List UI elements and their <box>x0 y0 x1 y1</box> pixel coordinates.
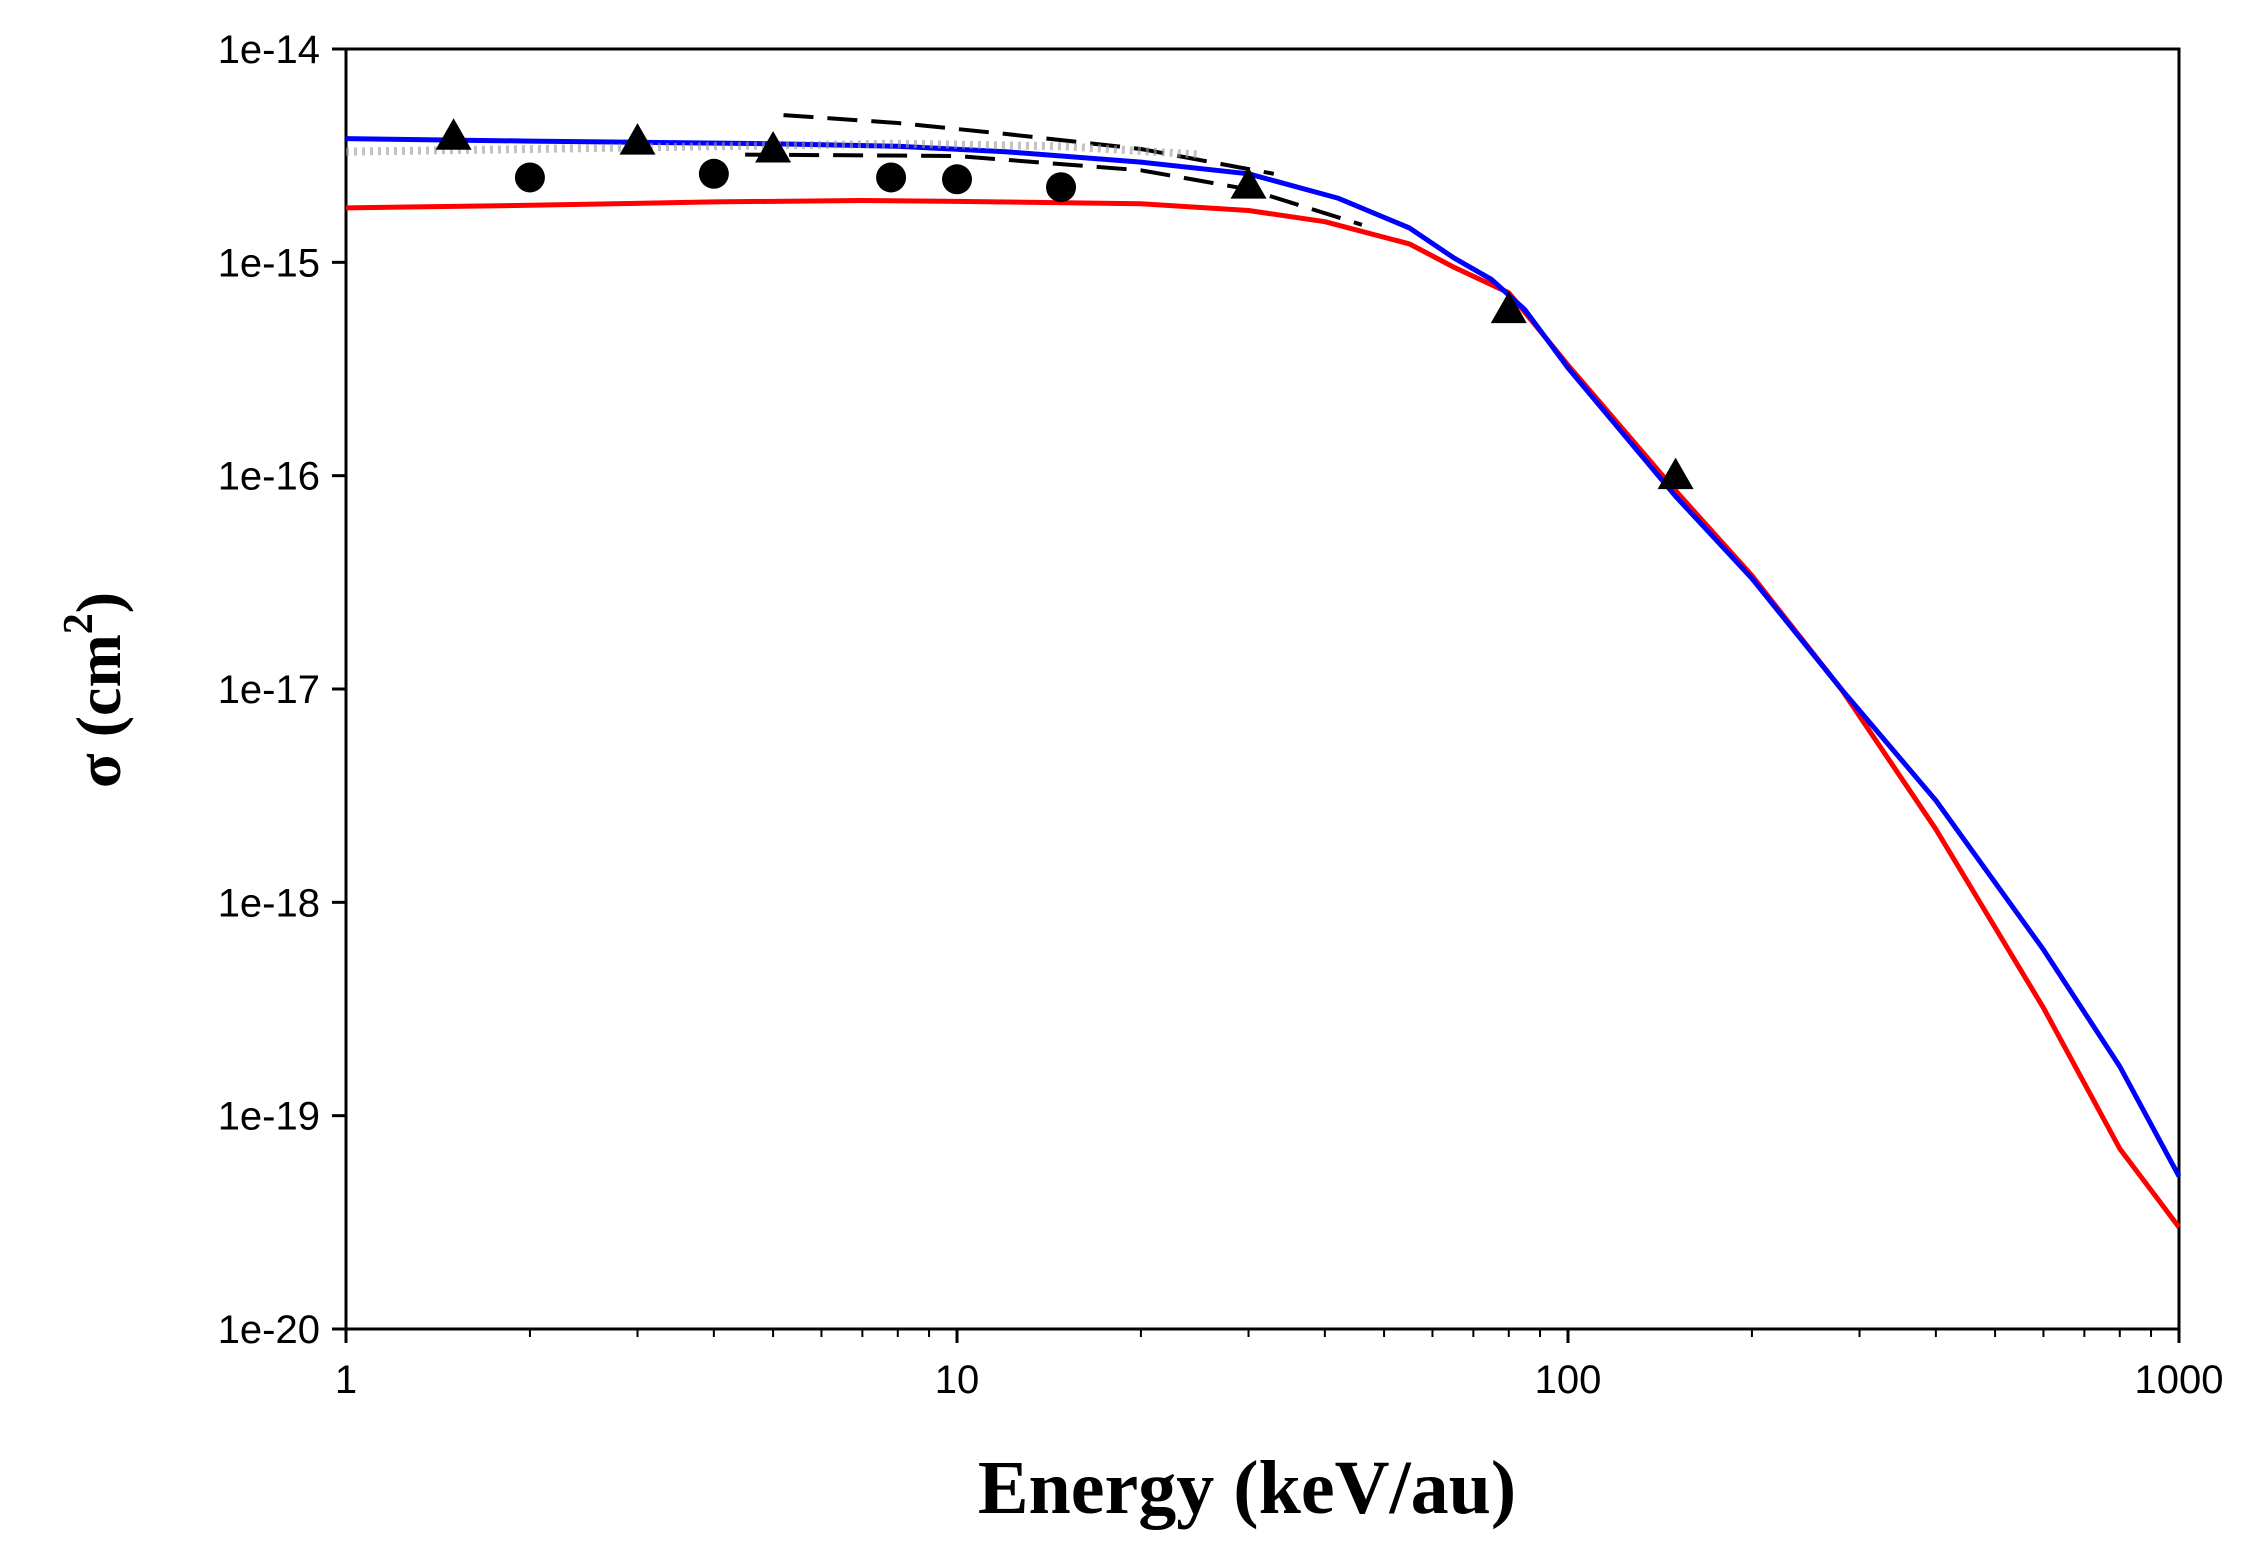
axis-ticks: 1 10 100 1000 1e-14 1e-15 1e-16 1e-17 1e-18 1e-19… <box>218 28 2224 1402</box>
triangle-marker <box>435 118 472 150</box>
y-axis-title-sup: 2 <box>56 613 102 634</box>
triangle-marker <box>619 123 656 155</box>
y-tick-label: 1e-16 <box>218 455 320 499</box>
triangle-marker <box>1230 167 1267 199</box>
y-axis-title-main: σ (cm <box>63 634 134 788</box>
triangle-marker <box>755 130 792 163</box>
x-tick-label: 10 <box>935 1358 980 1402</box>
series-layer <box>345 113 2182 1229</box>
x-axis-title: Energy (keV/au) <box>978 1446 1516 1530</box>
x-tick-label: 100 <box>1535 1358 1602 1402</box>
dashed-lower-line <box>745 152 1363 227</box>
y-tick-label: 1e-20 <box>218 1308 320 1352</box>
plot-frame <box>344 47 2181 1331</box>
y-axis-title: σ (cm2) <box>56 592 134 788</box>
y-axis-title-close: ) <box>63 592 134 613</box>
y-tick-label: 1e-17 <box>218 668 320 712</box>
x-tick-label: 1000 <box>2135 1358 2224 1402</box>
circle-marker <box>1046 172 1077 203</box>
circle-marker <box>514 162 545 193</box>
red-curve-line <box>345 198 2181 1229</box>
y-tick-label: 1e-18 <box>218 881 320 925</box>
y-tick-label: 1e-19 <box>218 1095 320 1139</box>
blue-curve-line <box>345 136 2182 1178</box>
circle-marker <box>876 162 907 193</box>
y-tick-label: 1e-15 <box>218 241 320 285</box>
circle-marker <box>942 164 972 195</box>
y-tick-label: 1e-14 <box>218 28 320 72</box>
circle-marker <box>698 158 729 189</box>
x-tick-label: 1 <box>335 1358 357 1402</box>
dashed-upper-line <box>783 113 1275 176</box>
triangle-marker <box>1657 457 1694 490</box>
triangle-marker <box>1490 291 1527 324</box>
dotted-band-line <box>345 139 1201 159</box>
